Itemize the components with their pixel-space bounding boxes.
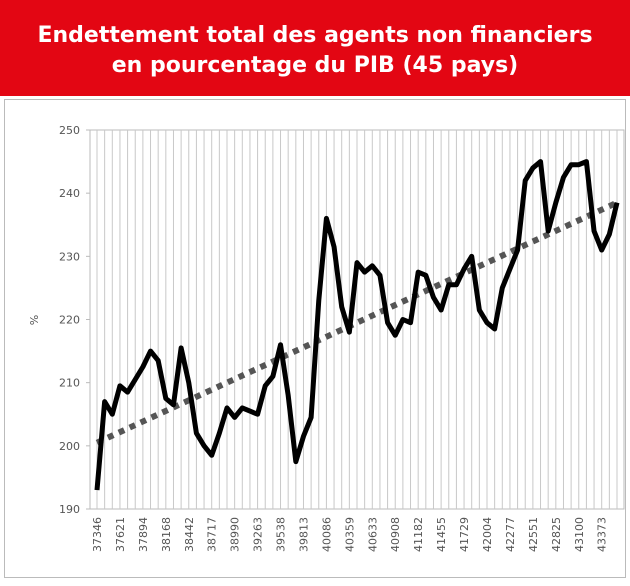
y-tick-label: 250 [59,124,80,137]
x-tick-label: 38442 [183,517,196,552]
y-axis-label: % [28,315,41,325]
x-tick-label: 40359 [343,517,356,552]
x-tick-label: 39263 [252,517,265,552]
x-tick-label: 38168 [160,517,173,552]
x-tick-label: 42004 [481,517,494,552]
x-tick-label: 38717 [206,517,219,552]
x-tick-label: 38990 [229,517,242,552]
x-tick-label: 37621 [114,517,127,552]
chart-frame [4,99,626,578]
y-tick-label: 220 [59,314,80,327]
data-line [94,159,620,491]
x-tick-label: 42277 [504,517,517,552]
x-tick-label: 41455 [435,517,448,552]
x-tick-label: 42551 [527,517,540,552]
x-tick-label: 40908 [389,517,402,552]
x-tick-label: 40086 [320,517,333,552]
x-tick-label: 39538 [275,517,288,552]
y-tick-label: 230 [59,250,80,263]
x-tick-label: 41182 [412,517,425,552]
x-tick-label: 37894 [137,517,150,552]
y-tick-label: 200 [59,440,80,453]
x-tick-label: 43373 [596,517,609,552]
y-tick-label: 240 [59,187,80,200]
y-tick-label: 210 [59,377,80,390]
x-tick-label: 41729 [458,517,471,552]
x-tick-label: 40633 [366,517,379,552]
y-tick-label: 190 [59,503,80,516]
chart-title: en pourcentage du PIB (45 pays) [112,53,518,78]
x-tick-label: 37346 [91,517,104,552]
x-tick-label: 42825 [550,517,563,552]
x-tick-label: 43100 [573,517,586,552]
title-banner [0,0,630,96]
x-tick-label: 39813 [297,517,310,552]
chart-title: Endettement total des agents non financi… [37,23,592,48]
